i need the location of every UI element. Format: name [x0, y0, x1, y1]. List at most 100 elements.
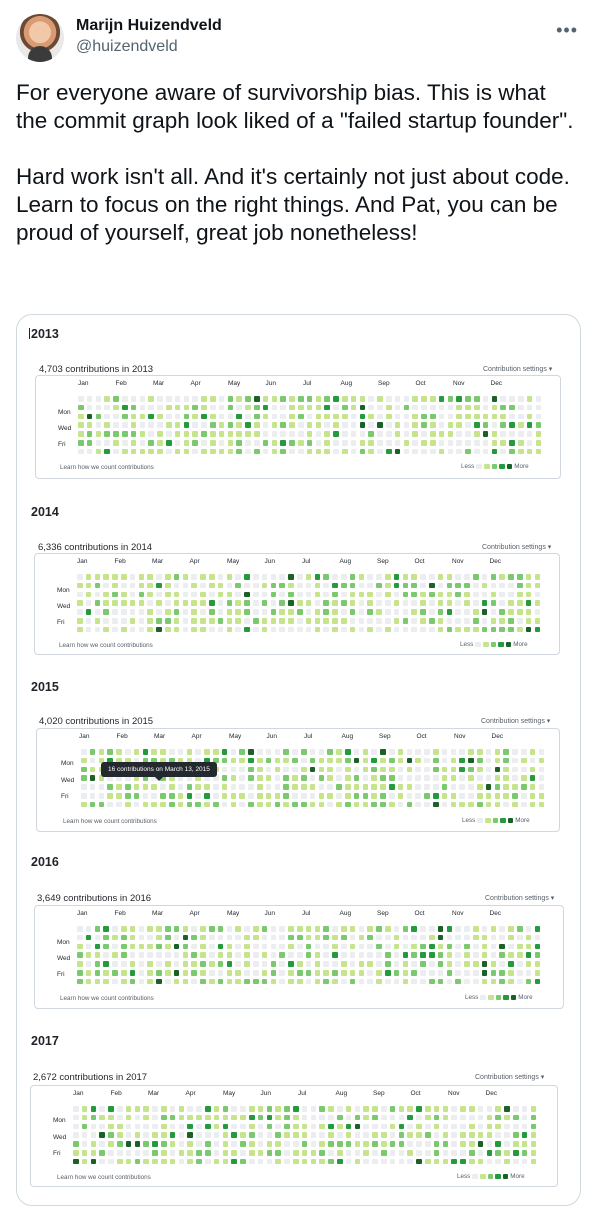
- contribution-day-cell[interactable]: [517, 970, 523, 976]
- contribution-day-cell[interactable]: [486, 1132, 493, 1138]
- contribution-day-cell[interactable]: [393, 952, 400, 958]
- contribution-day-cell[interactable]: [104, 422, 110, 428]
- contribution-day-cell[interactable]: [210, 396, 216, 402]
- contribution-day-cell[interactable]: [191, 961, 197, 967]
- contribution-day-cell[interactable]: [526, 431, 533, 437]
- contribution-day-cell[interactable]: [156, 943, 162, 950]
- author-avatar[interactable]: [16, 14, 64, 62]
- contribution-day-cell[interactable]: [416, 1150, 422, 1156]
- contribution-day-cell[interactable]: [465, 448, 471, 455]
- contribution-day-cell[interactable]: [349, 626, 356, 633]
- contribution-day-cell[interactable]: [195, 757, 201, 764]
- contribution-day-cell[interactable]: [354, 1132, 361, 1138]
- contribution-day-cell[interactable]: [332, 926, 338, 932]
- contribution-day-cell[interactable]: [253, 970, 259, 976]
- contribution-day-cell[interactable]: [354, 1158, 361, 1165]
- contribution-day-cell[interactable]: [284, 1123, 290, 1130]
- contribution-day-cell[interactable]: [235, 591, 241, 598]
- contribution-day-cell[interactable]: [481, 609, 488, 615]
- contribution-day-cell[interactable]: [420, 582, 426, 589]
- contribution-day-cell[interactable]: [495, 1123, 501, 1130]
- contribution-day-cell[interactable]: [441, 793, 448, 799]
- contribution-day-cell[interactable]: [249, 1123, 255, 1130]
- contribution-day-cell[interactable]: [354, 1141, 361, 1147]
- contribution-day-cell[interactable]: [103, 961, 109, 967]
- contribution-day-cell[interactable]: [280, 440, 286, 446]
- contribution-day-cell[interactable]: [254, 413, 260, 420]
- contribution-day-cell[interactable]: [257, 766, 263, 773]
- contribution-day-cell[interactable]: [376, 582, 382, 589]
- contribution-day-cell[interactable]: [512, 757, 518, 764]
- contribution-day-cell[interactable]: [341, 582, 347, 589]
- contribution-day-cell[interactable]: [182, 618, 189, 624]
- contribution-day-cell[interactable]: [389, 1150, 396, 1156]
- contribution-day-cell[interactable]: [380, 766, 386, 773]
- contribution-day-cell[interactable]: [420, 943, 426, 950]
- contribution-day-cell[interactable]: [245, 413, 251, 420]
- contribution-day-cell[interactable]: [129, 978, 136, 985]
- contribution-day-cell[interactable]: [103, 926, 109, 932]
- contribution-day-cell[interactable]: [349, 961, 356, 967]
- contribution-day-cell[interactable]: [139, 422, 146, 428]
- contribution-day-cell[interactable]: [398, 1114, 405, 1121]
- contribution-day-cell[interactable]: [266, 1114, 273, 1121]
- contribution-day-cell[interactable]: [301, 784, 307, 790]
- contribution-day-cell[interactable]: [504, 1132, 510, 1138]
- contribution-day-cell[interactable]: [125, 793, 131, 799]
- contribution-day-cell[interactable]: [77, 926, 83, 932]
- contribution-day-cell[interactable]: [99, 1114, 105, 1121]
- contribution-day-cell[interactable]: [324, 404, 330, 411]
- contribution-day-cell[interactable]: [196, 1141, 202, 1147]
- contribution-day-cell[interactable]: [288, 591, 294, 598]
- contribution-day-cell[interactable]: [481, 591, 488, 598]
- contribution-day-cell[interactable]: [195, 749, 201, 755]
- contribution-day-cell[interactable]: [147, 626, 153, 633]
- contribution-day-cell[interactable]: [125, 801, 131, 808]
- contribution-day-cell[interactable]: [236, 422, 242, 428]
- contribution-day-cell[interactable]: [209, 574, 215, 580]
- contribution-day-cell[interactable]: [486, 1141, 493, 1147]
- contribution-day-cell[interactable]: [446, 943, 453, 950]
- contribution-day-cell[interactable]: [526, 440, 533, 446]
- contribution-day-cell[interactable]: [152, 1106, 158, 1112]
- contribution-day-cell[interactable]: [393, 943, 400, 950]
- contribution-day-cell[interactable]: [160, 749, 166, 755]
- contribution-day-cell[interactable]: [226, 591, 233, 598]
- contribution-day-cell[interactable]: [485, 766, 492, 773]
- contribution-day-cell[interactable]: [441, 757, 448, 764]
- contribution-day-cell[interactable]: [442, 1123, 449, 1130]
- contribution-day-cell[interactable]: [333, 396, 339, 402]
- contribution-day-cell[interactable]: [411, 926, 417, 932]
- contribution-day-cell[interactable]: [530, 1141, 537, 1147]
- contribution-day-cell[interactable]: [200, 978, 206, 985]
- contribution-day-cell[interactable]: [166, 396, 172, 402]
- contribution-day-cell[interactable]: [226, 626, 233, 633]
- contribution-day-cell[interactable]: [508, 961, 514, 967]
- contribution-day-cell[interactable]: [368, 413, 374, 420]
- contribution-day-cell[interactable]: [538, 749, 545, 755]
- contribution-day-cell[interactable]: [415, 793, 421, 799]
- contribution-day-cell[interactable]: [491, 431, 498, 437]
- contribution-day-cell[interactable]: [430, 404, 436, 411]
- contribution-day-cell[interactable]: [301, 1150, 308, 1156]
- contribution-day-cell[interactable]: [156, 934, 162, 941]
- contribution-day-cell[interactable]: [402, 600, 409, 606]
- contribution-day-cell[interactable]: [420, 600, 426, 606]
- contribution-day-cell[interactable]: [455, 978, 461, 985]
- contribution-day-cell[interactable]: [517, 626, 523, 633]
- contribution-day-cell[interactable]: [353, 784, 360, 790]
- contribution-day-cell[interactable]: [342, 413, 348, 420]
- contribution-day-cell[interactable]: [376, 600, 382, 606]
- contribution-day-cell[interactable]: [122, 422, 128, 428]
- contribution-day-cell[interactable]: [218, 404, 225, 411]
- contribution-day-cell[interactable]: [517, 574, 523, 580]
- contribution-day-cell[interactable]: [429, 934, 435, 941]
- contribution-day-cell[interactable]: [447, 404, 454, 411]
- contribution-day-cell[interactable]: [456, 440, 462, 446]
- contribution-day-cell[interactable]: [183, 431, 190, 437]
- contribution-day-cell[interactable]: [266, 1141, 273, 1147]
- contribution-day-cell[interactable]: [129, 926, 136, 932]
- contribution-day-cell[interactable]: [122, 431, 128, 437]
- contribution-day-cell[interactable]: [245, 448, 251, 455]
- contribution-day-cell[interactable]: [372, 1158, 378, 1165]
